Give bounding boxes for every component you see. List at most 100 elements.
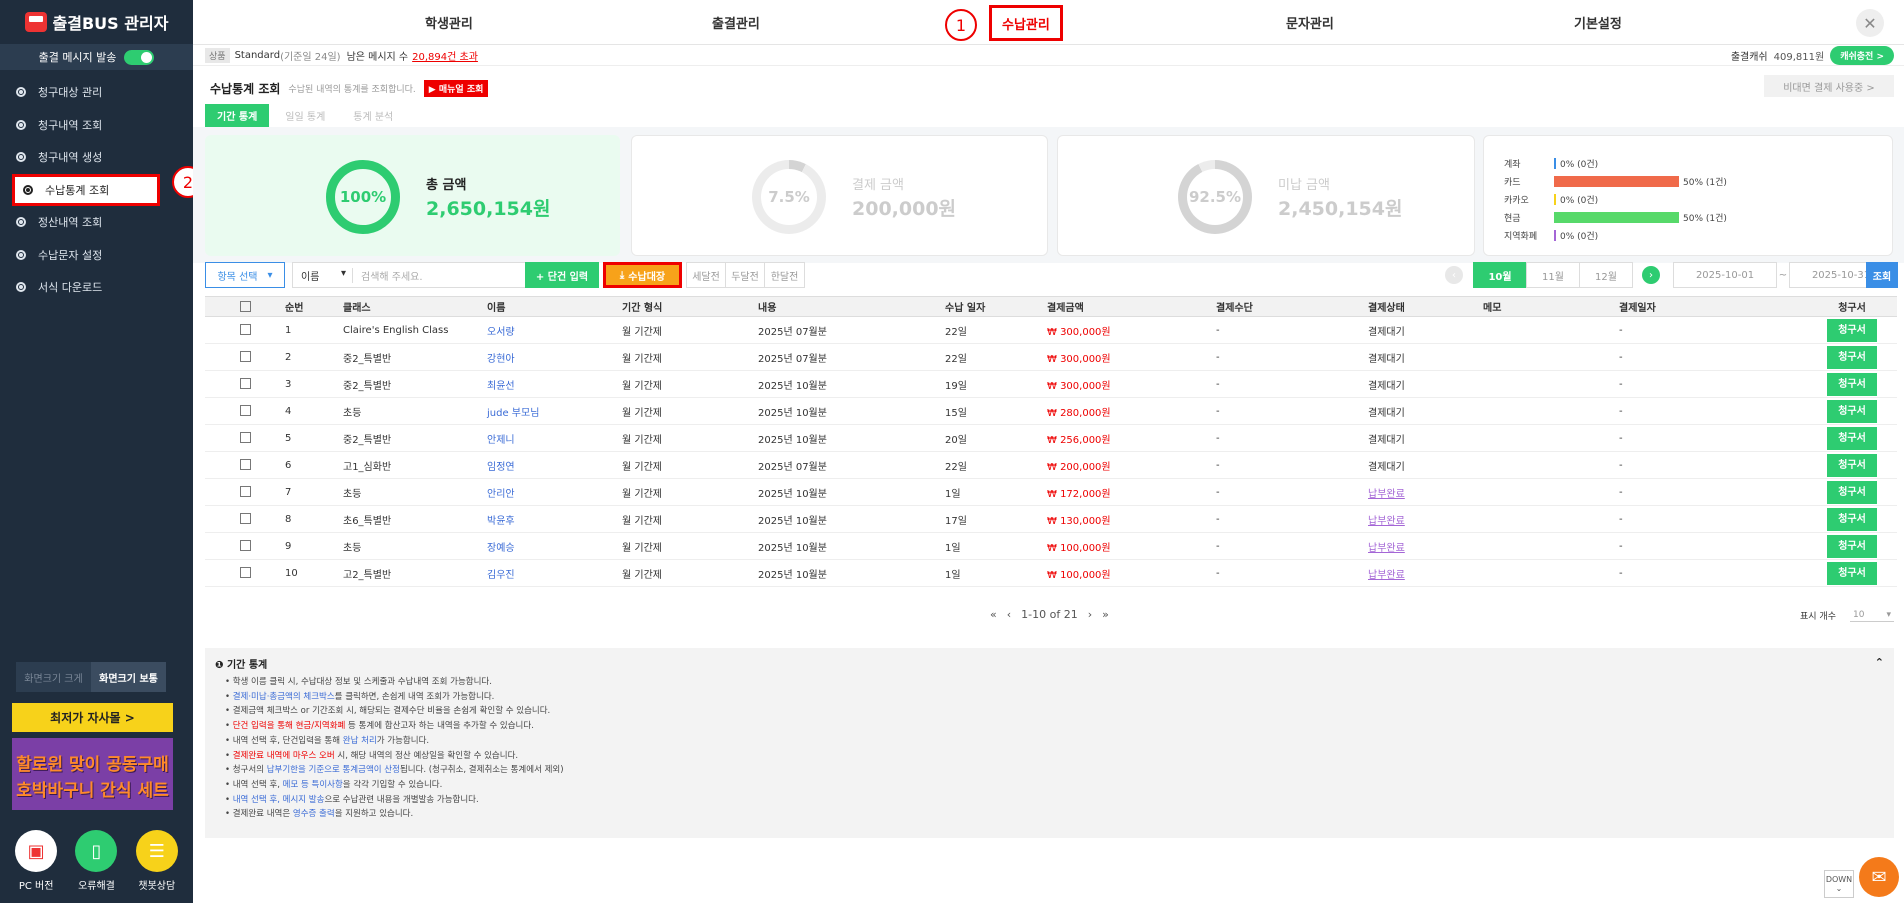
next-page-icon[interactable]: › — [1087, 608, 1093, 621]
last-page-icon[interactable]: » — [1102, 608, 1109, 621]
row-checkbox[interactable] — [239, 432, 251, 444]
cell-name-text[interactable]: jude 부모님 — [487, 407, 540, 419]
cell-name-text[interactable]: 박윤후 — [487, 515, 515, 527]
halloween-banner[interactable]: 할로윈 맞이 공동구매 호박바구니 간식 세트 — [12, 738, 173, 810]
sidebar-item-form-download[interactable]: 서식 다운로드 — [0, 271, 193, 304]
table-row[interactable]: 5 중2_특별반 안제니 월 기간제 2025년 10월분 20일 ₩ 256,000원 - 결… — [205, 424, 1897, 452]
row-checkbox[interactable] — [239, 540, 251, 552]
cell-name-text[interactable]: 오서량 — [487, 326, 515, 338]
col-type[interactable]: 기간 형식 — [622, 296, 758, 317]
invoice-button[interactable]: 청구서 — [1827, 561, 1877, 585]
unpaid-amount-card[interactable]: 92.5% 미납 금액 2,450,154원 — [1057, 135, 1475, 256]
prev-month-icon[interactable]: ‹ — [1445, 266, 1463, 284]
sidebar-item-settlement[interactable]: 정산내역 조회 — [0, 206, 193, 239]
col-memo[interactable]: 메모 — [1483, 296, 1619, 317]
shop-promo-button[interactable]: 최저가 자사몰 > — [12, 703, 173, 732]
cell-name-text[interactable]: 강현아 — [487, 353, 515, 365]
manual-button[interactable]: ▶ 매뉴얼 조회 — [423, 80, 489, 97]
app-logo[interactable]: 출결BUS 관리자 — [0, 0, 193, 44]
table-row[interactable]: 6 고1_심화반 임정연 월 기간제 2025년 07월분 22일 ₩ 200,000원 - 결… — [205, 451, 1897, 479]
screen-size-large-button[interactable]: 화면크기 크게 — [16, 662, 91, 692]
total-amount-card[interactable]: 100% 총 금액 2,650,154원 — [205, 135, 620, 256]
row-checkbox[interactable] — [239, 351, 251, 363]
cell-name-text[interactable]: 장예승 — [487, 542, 515, 554]
cell-status-text[interactable]: 납부완료 — [1368, 515, 1405, 527]
tab-settings[interactable]: 기본설정 — [1574, 17, 1622, 32]
col-no[interactable]: 순번 — [285, 296, 343, 317]
tab-daily-stats[interactable]: 일일 통계 — [273, 104, 338, 127]
screen-size-normal-button[interactable]: 화면크기 보통 — [91, 662, 166, 692]
invoice-button[interactable]: 청구서 — [1827, 399, 1877, 423]
cell-name-text[interactable]: 안제니 — [487, 434, 515, 446]
paid-amount-card[interactable]: 7.5% 결제 금액 200,000원 — [631, 135, 1048, 256]
collapse-chevron-icon[interactable]: ⌃ — [1874, 656, 1884, 669]
table-row[interactable]: 9 초등 장예승 월 기간제 2025년 10월분 1일 ₩ 100,000원 - 납부완료 - 청… — [205, 532, 1897, 560]
single-entry-button[interactable]: + 단건 입력 — [525, 262, 599, 288]
cell-status-text[interactable]: 납부완료 — [1368, 569, 1405, 581]
per-page-select[interactable]: 10 ▾ — [1850, 609, 1894, 622]
row-checkbox[interactable] — [239, 513, 251, 525]
sidebar-item-billing-create[interactable]: 청구내역 생성 — [0, 141, 193, 174]
invoice-button[interactable]: 청구서 — [1827, 426, 1877, 450]
invoice-button[interactable]: 청구서 — [1827, 372, 1877, 396]
row-checkbox[interactable] — [239, 405, 251, 417]
col-method[interactable]: 결제수단 — [1216, 296, 1368, 317]
row-checkbox[interactable] — [239, 567, 251, 579]
tab-students[interactable]: 학생관리 — [425, 17, 473, 32]
cell-status-text[interactable]: 납부완료 — [1368, 488, 1405, 500]
table-row[interactable]: 7 초등 안리안 월 기간제 2025년 10월분 1일 ₩ 172,000원 - 납부완료 - 청… — [205, 478, 1897, 506]
col-name[interactable]: 이름 — [487, 296, 622, 317]
tab-attendance[interactable]: 출결관리 — [712, 17, 760, 32]
row-checkbox[interactable] — [239, 324, 251, 336]
col-paid-date[interactable]: 결제일자 — [1619, 296, 1807, 317]
row-checkbox[interactable] — [239, 486, 251, 498]
ledger-download-button[interactable]: ⤓ 수납대장 — [603, 262, 682, 288]
sidebar-item-payment-stats[interactable]: 수납통계 조회 — [12, 173, 160, 206]
cell-status-text[interactable]: 납부완료 — [1368, 542, 1405, 554]
invoice-button[interactable]: 청구서 — [1827, 507, 1877, 531]
col-status[interactable]: 결제상태 — [1368, 296, 1483, 317]
month-button-nov[interactable]: 11월 — [1526, 262, 1580, 288]
troubleshoot-button[interactable]: ▯ 오류해결 — [75, 830, 118, 892]
invoice-button[interactable]: 청구서 — [1827, 534, 1877, 558]
col-content[interactable]: 내용 — [758, 296, 945, 317]
col-day[interactable]: 수납 일자 — [945, 296, 1047, 317]
tab-messages[interactable]: 문자관리 — [1286, 17, 1334, 32]
table-row[interactable]: 3 중2_특별반 최윤선 월 기간제 2025년 10월분 19일 ₩ 300,000원 - 결… — [205, 370, 1897, 398]
chatbot-button[interactable]: ☰ 챗봇상담 — [135, 830, 178, 892]
cash-charge-button[interactable]: 캐쉬충전 > — [1830, 46, 1894, 65]
tab-payments[interactable]: 수납관리 — [989, 5, 1063, 41]
table-row[interactable]: 4 초등 jude 부모님 월 기간제 2025년 10월분 15일 ₩ 280,000원 -… — [205, 397, 1897, 425]
row-checkbox[interactable] — [239, 378, 251, 390]
cell-name-text[interactable]: 안리안 — [487, 488, 515, 500]
sidebar-item-payment-sms[interactable]: 수납문자 설정 — [0, 239, 193, 272]
one-month-ago-button[interactable]: 한달전 — [764, 262, 805, 288]
prev-page-icon[interactable]: ‹ — [1006, 608, 1012, 621]
cell-name-text[interactable]: 임정연 — [487, 461, 515, 473]
month-button-dec[interactable]: 12월 — [1579, 262, 1633, 288]
sidebar-item-billing-history[interactable]: 청구내역 조회 — [0, 109, 193, 142]
invoice-button[interactable]: 청구서 — [1827, 453, 1877, 477]
row-checkbox[interactable] — [239, 459, 251, 471]
search-input[interactable]: 검색해 주세요. — [361, 271, 423, 283]
scroll-down-button[interactable]: DOWN ⌄ — [1824, 870, 1854, 898]
table-row[interactable]: 8 초6_특별반 박윤후 월 기간제 2025년 10월분 17일 ₩ 130,000원 - 납… — [205, 505, 1897, 533]
remaining-messages-value[interactable]: 20,894건 초과 — [412, 52, 478, 63]
next-month-icon[interactable]: › — [1642, 266, 1660, 284]
cell-name-text[interactable]: 최윤선 — [487, 380, 515, 392]
pc-version-button[interactable]: ▣ PC 버전 — [15, 830, 58, 892]
date-from-input[interactable]: 2025-10-01 — [1673, 262, 1777, 288]
col-class[interactable]: 클래스 — [343, 296, 487, 317]
select-all-checkbox[interactable] — [239, 300, 251, 312]
close-icon[interactable]: ✕ — [1856, 9, 1884, 37]
chat-bubble-icon[interactable]: ✉ — [1859, 857, 1899, 897]
table-row[interactable]: 2 중2_특별반 강현아 월 기간제 2025년 07월분 22일 ₩ 300,000원 - 결… — [205, 343, 1897, 371]
invoice-button[interactable]: 청구서 — [1827, 318, 1877, 342]
month-button-oct[interactable]: 10월 — [1473, 262, 1527, 288]
search-field-select[interactable]: 이름 ▾ — [293, 267, 353, 283]
two-months-ago-button[interactable]: 두달전 — [725, 262, 765, 288]
table-row[interactable]: 10 고2_특별반 김우진 월 기간제 2025년 10월분 1일 ₩ 100,000원 - 납… — [205, 559, 1897, 587]
table-row[interactable]: 1 Claire's English Class 오서량 월 기간제 2025년 07월… — [205, 316, 1897, 344]
three-months-ago-button[interactable]: 세달전 — [686, 262, 726, 288]
tab-period-stats[interactable]: 기간 통계 — [205, 104, 270, 127]
